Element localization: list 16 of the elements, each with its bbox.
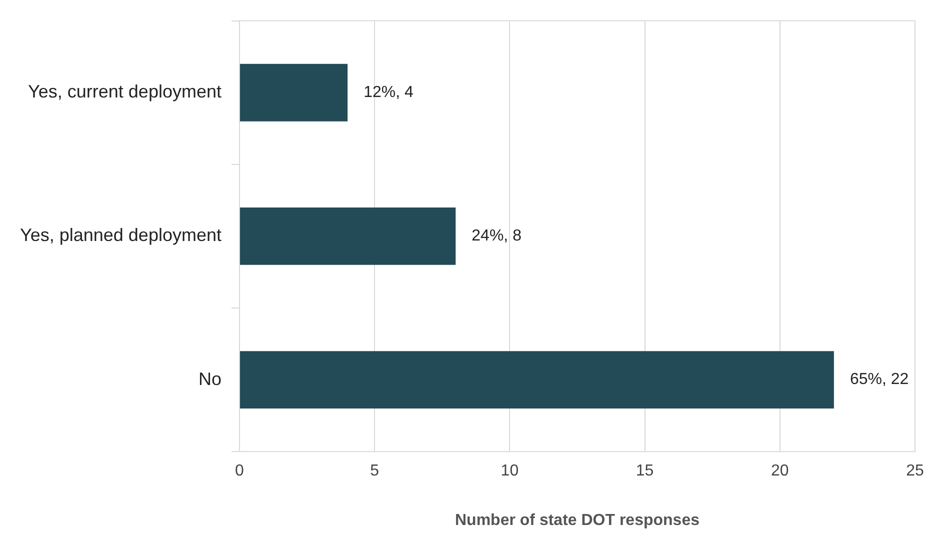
x-tick-label: 0 bbox=[235, 462, 244, 480]
x-tick-label: 20 bbox=[771, 462, 789, 480]
x-tick-label: 10 bbox=[500, 462, 519, 480]
data-label: 24%, 8 bbox=[472, 228, 522, 245]
y-tick-label: Yes, planned deployment bbox=[20, 225, 222, 246]
data-label: 12%, 4 bbox=[364, 84, 414, 102]
x-tick-label: 5 bbox=[370, 462, 380, 480]
x-axis-title: Number of state DOT responses bbox=[454, 512, 700, 529]
x-tick-label: 25 bbox=[906, 462, 924, 480]
bar bbox=[240, 64, 348, 122]
y-tick-label: No bbox=[198, 368, 222, 389]
bar bbox=[240, 351, 834, 409]
y-tick-label: Yes, current deployment bbox=[28, 82, 222, 102]
data-label: 65%, 22 bbox=[850, 371, 909, 388]
x-tick-label: 15 bbox=[636, 462, 654, 480]
bar bbox=[240, 207, 456, 265]
